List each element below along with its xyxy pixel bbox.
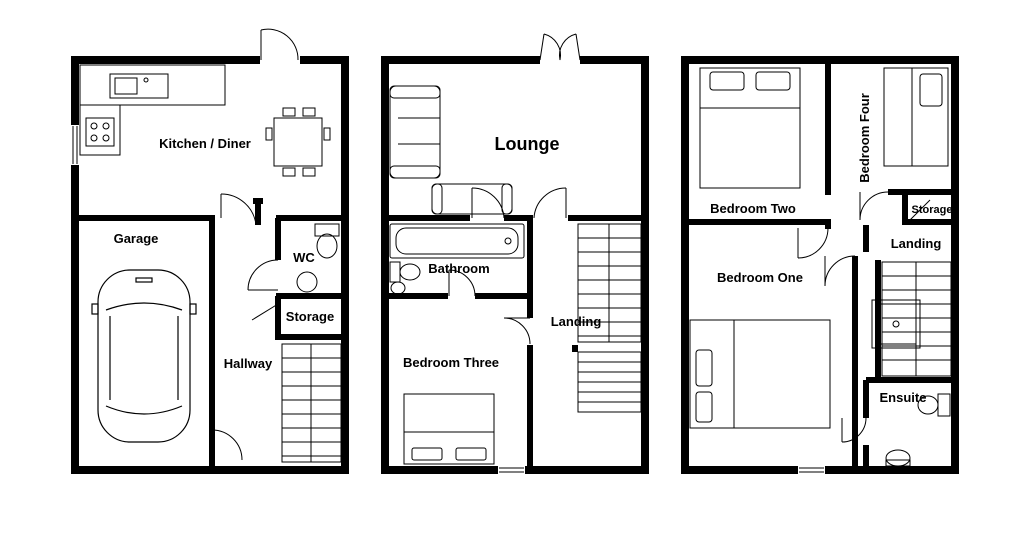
room-label: Bathroom [428, 261, 489, 276]
room-label: Bedroom Three [403, 355, 499, 370]
room-label: Bedroom One [717, 270, 803, 285]
room-label: Bedroom Four [857, 93, 872, 183]
room-label: Landing [891, 236, 942, 251]
room-label: Lounge [495, 134, 560, 154]
floorplan: Kitchen / Diner Garage WC Storage Hallway Lou… [0, 0, 1024, 544]
room-label: Kitchen / Diner [159, 136, 251, 151]
room-label: Landing [551, 314, 602, 329]
room-label: Storage [286, 309, 334, 324]
room-label: Storage [912, 204, 953, 216]
canvas-bg [0, 0, 1024, 544]
room-label: Garage [114, 231, 159, 246]
room-label: WC [293, 250, 315, 265]
room-label: Bedroom Two [710, 201, 796, 216]
room-label: Hallway [224, 356, 273, 371]
room-label: Ensuite [880, 390, 927, 405]
